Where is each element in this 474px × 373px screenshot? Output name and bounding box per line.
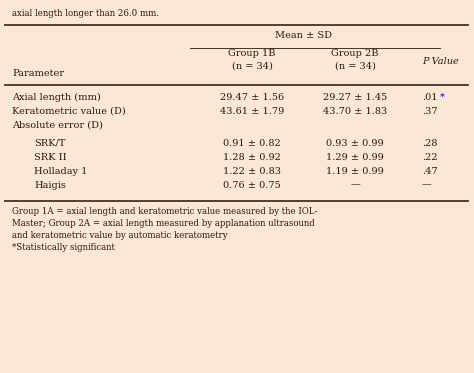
Text: 0.91 ± 0.82: 0.91 ± 0.82 <box>223 138 281 147</box>
Text: .22: .22 <box>422 153 438 162</box>
Text: .37: .37 <box>422 107 438 116</box>
Text: P Value: P Value <box>422 56 459 66</box>
Text: 0.76 ± 0.75: 0.76 ± 0.75 <box>223 181 281 189</box>
Text: Parameter: Parameter <box>12 69 64 78</box>
Text: Absolute error (D): Absolute error (D) <box>12 120 103 129</box>
Text: *Statistically significant: *Statistically significant <box>12 242 115 251</box>
Text: 43.61 ± 1.79: 43.61 ± 1.79 <box>220 107 284 116</box>
Text: —: — <box>422 181 432 189</box>
Text: (n = 34): (n = 34) <box>335 62 375 70</box>
Text: .28: .28 <box>422 138 438 147</box>
Text: 1.28 ± 0.92: 1.28 ± 0.92 <box>223 153 281 162</box>
Text: .47: .47 <box>422 166 438 176</box>
Text: axial length longer than 26.0 mm.: axial length longer than 26.0 mm. <box>12 9 159 18</box>
Text: —: — <box>350 181 360 189</box>
Text: 29.47 ± 1.56: 29.47 ± 1.56 <box>220 93 284 101</box>
Text: Group 2B: Group 2B <box>331 48 379 57</box>
Text: and keratometric value by automatic keratometry: and keratometric value by automatic kera… <box>12 231 228 239</box>
Text: 1.22 ± 0.83: 1.22 ± 0.83 <box>223 166 281 176</box>
Text: SRK/T: SRK/T <box>34 138 65 147</box>
Text: *: * <box>440 93 445 101</box>
Text: Group 1B: Group 1B <box>228 48 276 57</box>
Text: 29.27 ± 1.45: 29.27 ± 1.45 <box>323 93 387 101</box>
Text: Keratometric value (D): Keratometric value (D) <box>12 107 126 116</box>
Text: Mean ± SD: Mean ± SD <box>275 31 332 40</box>
Text: Haigis: Haigis <box>34 181 66 189</box>
Text: .01: .01 <box>422 93 438 101</box>
Text: 0.93 ± 0.99: 0.93 ± 0.99 <box>326 138 384 147</box>
Text: 1.19 ± 0.99: 1.19 ± 0.99 <box>326 166 384 176</box>
Text: Master; Group 2A = axial length measured by applanation ultrasound: Master; Group 2A = axial length measured… <box>12 219 315 228</box>
Text: Axial length (mm): Axial length (mm) <box>12 93 101 101</box>
Text: 1.29 ± 0.99: 1.29 ± 0.99 <box>326 153 384 162</box>
Text: SRK II: SRK II <box>34 153 67 162</box>
Text: Group 1A = axial length and keratometric value measured by the IOL-: Group 1A = axial length and keratometric… <box>12 207 318 216</box>
Text: 43.70 ± 1.83: 43.70 ± 1.83 <box>323 107 387 116</box>
Text: Holladay 1: Holladay 1 <box>34 166 87 176</box>
Text: (n = 34): (n = 34) <box>232 62 273 70</box>
